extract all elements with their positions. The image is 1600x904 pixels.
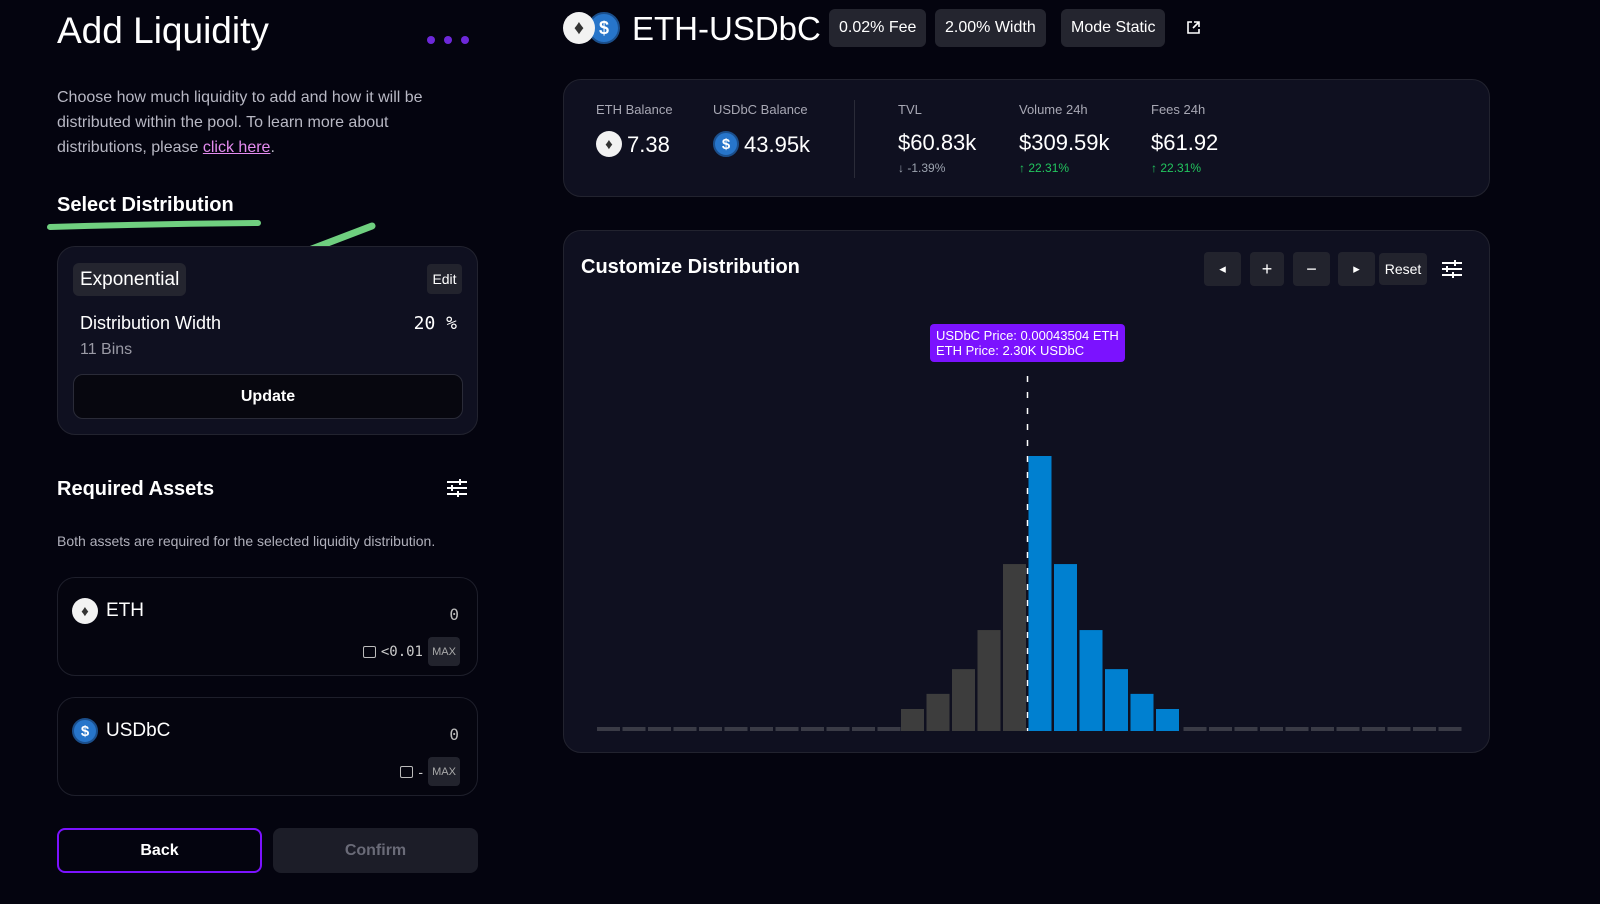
distribution-chart-panel: Customize Distribution ◂ + − ▸ Reset USD… bbox=[563, 230, 1490, 753]
empty-bin bbox=[622, 727, 646, 731]
liquidity-bar-usdbc bbox=[1105, 669, 1128, 731]
liquidity-bar-usdbc bbox=[1054, 564, 1077, 731]
liquidity-bar-usdbc bbox=[1130, 693, 1154, 731]
distribution-type: Exponential bbox=[73, 263, 187, 296]
usdbc-amount[interactable]: 0 bbox=[449, 725, 459, 744]
empty-bin bbox=[673, 727, 697, 731]
liquidity-bar-eth bbox=[926, 693, 950, 731]
volume-change: ↑ 22.31% bbox=[1019, 161, 1070, 175]
empty-bin bbox=[597, 727, 620, 731]
underline-annotation bbox=[47, 220, 261, 230]
zoom-in-button[interactable]: + bbox=[1250, 252, 1284, 286]
wallet-icon bbox=[400, 766, 414, 778]
empty-bin bbox=[1362, 727, 1385, 731]
required-assets-note: Both assets are required for the selecte… bbox=[57, 533, 436, 549]
empty-bin bbox=[801, 727, 824, 731]
external-link-icon[interactable] bbox=[1186, 20, 1201, 35]
max-button[interactable]: MAX bbox=[428, 757, 460, 786]
empty-bin bbox=[1438, 727, 1462, 731]
fees-change: ↑ 22.31% bbox=[1151, 161, 1202, 175]
empty-bin bbox=[699, 727, 722, 731]
empty-bin bbox=[852, 727, 875, 731]
max-button[interactable]: MAX bbox=[428, 637, 460, 666]
liquidity-bar-usdbc bbox=[1156, 709, 1179, 731]
empty-bin bbox=[1183, 727, 1207, 731]
reset-button[interactable]: Reset bbox=[1379, 253, 1427, 285]
eth-icon: ♦ bbox=[563, 12, 595, 44]
tvl-change: ↓ -1.39% bbox=[898, 161, 946, 175]
empty-bin bbox=[648, 727, 671, 731]
empty-bin bbox=[826, 727, 850, 731]
empty-bin bbox=[750, 727, 773, 731]
back-button[interactable]: Back bbox=[57, 828, 262, 873]
pan-right-button[interactable]: ▸ bbox=[1338, 252, 1375, 286]
usdbc-balance: 43.95k bbox=[744, 132, 811, 157]
click-here-link[interactable]: click here bbox=[202, 139, 271, 156]
empty-bin bbox=[775, 727, 799, 731]
wallet-icon bbox=[362, 646, 376, 658]
price-tooltip: USDbC Price: 0.00043504 ETH ETH Price: 2.… bbox=[930, 324, 1125, 362]
usdc-icon: $ bbox=[713, 131, 739, 157]
bins-count: 11 Bins bbox=[80, 341, 133, 358]
usdc-icon: $ bbox=[588, 12, 620, 44]
liquidity-bar-usdbc bbox=[1028, 456, 1052, 731]
mode-badge: Mode Static bbox=[1061, 9, 1166, 47]
zoom-out-button[interactable]: − bbox=[1293, 252, 1330, 286]
empty-bin bbox=[1387, 727, 1411, 731]
pool-pair: ETH-USDbC bbox=[632, 10, 821, 47]
usdbc-asset-input[interactable]: $ USDbC 0 - MAX bbox=[57, 697, 478, 796]
chart-title: Customize Distribution bbox=[581, 256, 800, 278]
fees-value: $61.92 bbox=[1151, 130, 1219, 155]
stats-panel: ETH Balance ♦ 7.38 USDbC Balance $ 43.95… bbox=[563, 79, 1490, 197]
edit-button[interactable]: Edit bbox=[427, 264, 462, 294]
liquidity-bar-eth bbox=[901, 709, 924, 731]
page-title: Add Liquidity bbox=[57, 10, 269, 51]
usdc-icon: $ bbox=[72, 718, 98, 744]
volume-value: $309.59k bbox=[1019, 130, 1110, 155]
eth-amount[interactable]: 0 bbox=[449, 605, 459, 624]
distribution-card: Exponential Edit Distribution Width 20 %… bbox=[57, 246, 478, 435]
eth-asset-input[interactable]: ♦ ETH 0 <0.01 MAX bbox=[57, 577, 478, 676]
empty-bin bbox=[1285, 727, 1309, 731]
empty-bin bbox=[1311, 727, 1334, 731]
eth-icon: ♦ bbox=[596, 131, 622, 157]
settings-sliders-icon[interactable] bbox=[1441, 259, 1463, 279]
liquidity-bar-eth bbox=[952, 669, 975, 731]
liquidity-bar-eth bbox=[977, 630, 1001, 731]
empty-bin bbox=[1260, 727, 1283, 731]
empty-bin bbox=[1336, 727, 1360, 731]
tvl-value: $60.83k bbox=[898, 130, 977, 155]
fee-badge: 0.02% Fee bbox=[829, 9, 927, 47]
settings-sliders-icon[interactable] bbox=[446, 478, 468, 498]
distribution-width-value: 20 % bbox=[413, 313, 457, 334]
liquidity-bar-eth bbox=[1003, 564, 1026, 731]
description: Choose how much liquidity to add and how… bbox=[57, 89, 423, 156]
distribution-width-label: Distribution Width bbox=[80, 313, 222, 333]
confirm-button[interactable]: Confirm bbox=[273, 828, 478, 873]
required-assets-heading: Required Assets bbox=[57, 478, 215, 500]
empty-bin bbox=[1413, 727, 1436, 731]
width-badge: 2.00% Width bbox=[935, 9, 1046, 47]
more-options-dots[interactable] bbox=[427, 36, 469, 44]
divider bbox=[854, 100, 855, 178]
empty-bin bbox=[877, 727, 901, 731]
eth-balance: 7.38 bbox=[627, 132, 670, 157]
eth-icon: ♦ bbox=[72, 598, 98, 624]
empty-bin bbox=[1209, 727, 1232, 731]
select-distribution-heading: Select Distribution bbox=[57, 194, 234, 216]
empty-bin bbox=[724, 727, 748, 731]
pan-left-button[interactable]: ◂ bbox=[1204, 252, 1241, 286]
update-button[interactable]: Update bbox=[73, 374, 463, 419]
liquidity-bar-usdbc bbox=[1079, 630, 1103, 731]
distribution-chart[interactable] bbox=[564, 231, 1491, 754]
empty-bin bbox=[1234, 727, 1258, 731]
